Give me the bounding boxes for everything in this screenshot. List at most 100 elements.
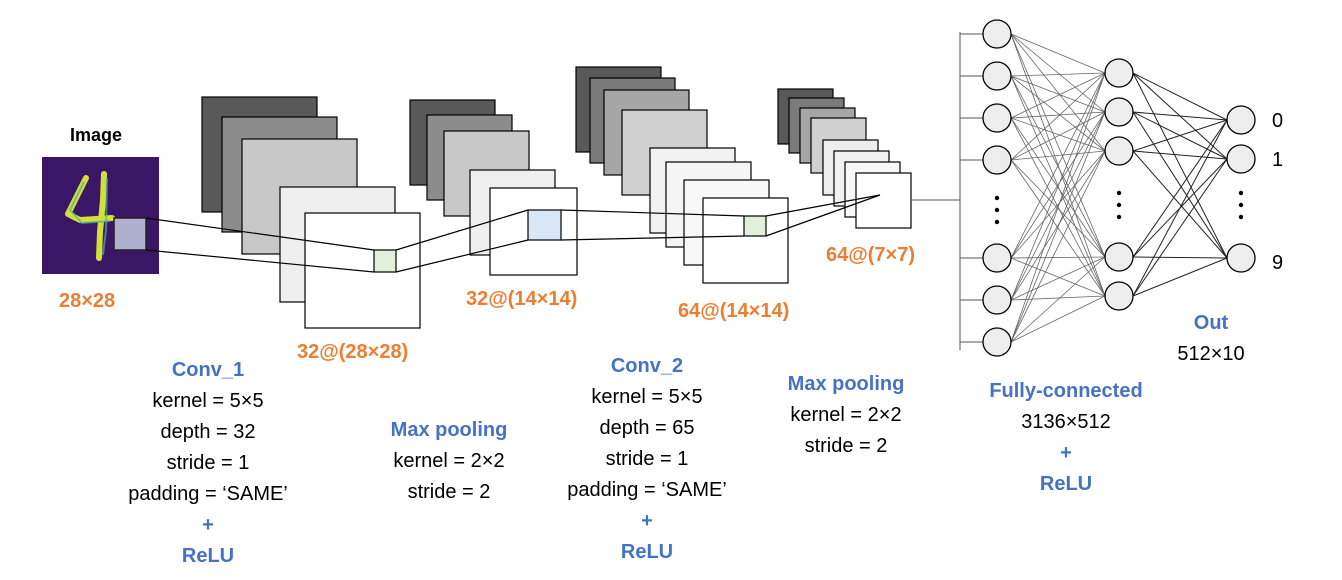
out-shape: 512×10 (1177, 343, 1245, 365)
output-label-0: 0 (1272, 110, 1284, 132)
pool2-description: Max pooling kernel = 2×2 stride = 2 (788, 369, 905, 462)
fc-edge (1010, 150, 1106, 161)
fc-edge (1132, 72, 1228, 259)
ellipsis-dot (1238, 202, 1244, 208)
fc-edge (1010, 33, 1106, 113)
fc-title: Fully-connected (989, 380, 1143, 402)
fc-hidden-neuron (1104, 242, 1134, 272)
pool2-feature-stack (777, 88, 912, 229)
conv2-kernel: kernel = 5×5 (591, 386, 703, 408)
fc-input-neuron (982, 285, 1012, 315)
pool1-description: Max pooling kernel = 2×2 stride = 2 (391, 415, 508, 508)
fc-edge (1132, 257, 1228, 297)
conv1-plus: + (202, 514, 214, 536)
fc-edge (1132, 119, 1228, 258)
pool2-title: Max pooling (787, 373, 905, 395)
pool2-stride: stride = 2 (804, 435, 888, 457)
conv1-feature-stack (201, 96, 421, 329)
pool1-kernel: kernel = 2×2 (393, 450, 505, 472)
fc-edge (1010, 75, 1106, 258)
fc-input-neuron (982, 145, 1012, 175)
conv1-activation: ReLU (181, 545, 235, 567)
conv1-stride: stride = 1 (166, 452, 250, 474)
pool2-output-label: 64@(7×7) (826, 244, 915, 266)
receptive-field-patch (113, 217, 147, 251)
conv1-patch (373, 249, 397, 273)
fc-edge (1010, 257, 1106, 297)
conv2-padding: padding = ‘SAME’ (567, 479, 727, 501)
fc-edge (1010, 111, 1106, 343)
ellipsis-dot (1116, 202, 1122, 208)
ellipsis-dot (1116, 190, 1122, 196)
fc-edge (1010, 72, 1106, 77)
out-description: Out 512×10 (1177, 308, 1244, 370)
fc-edge (1132, 111, 1228, 259)
fc-edge (1010, 72, 1106, 161)
fc-plus: + (1060, 442, 1072, 464)
fc-input-neuron (982, 327, 1012, 357)
fc-edge (1010, 75, 1106, 113)
pool1-title: Max pooling (390, 419, 508, 441)
conv2-title: Conv_2 (610, 355, 684, 377)
fc-hidden-neuron (1104, 58, 1134, 88)
fc-input-neuron (982, 61, 1012, 91)
conv1-description: Conv_1 kernel = 5×5 depth = 32 stride = … (128, 355, 288, 572)
input-image-title: Image (70, 125, 123, 145)
output-neuron (1226, 105, 1256, 135)
conv2-plus: + (641, 510, 653, 532)
input-image (42, 157, 159, 274)
output-label-9: 9 (1272, 252, 1284, 274)
output-neuron (1226, 144, 1256, 174)
fc-edge (1132, 119, 1228, 297)
fc-edge (1010, 72, 1106, 343)
fc-edge (1132, 256, 1228, 259)
fc-edge (1010, 150, 1106, 259)
pool1-patch (527, 209, 562, 241)
conv2-output-label: 64@(14×14) (678, 300, 790, 322)
fc-edge (1132, 119, 1228, 152)
ellipsis-dot (1238, 214, 1244, 220)
fc-edge (1132, 158, 1228, 297)
fc-input-neuron (982, 19, 1012, 49)
conv1-output-label: 32@(28×28) (297, 341, 409, 363)
fc-edge (1010, 111, 1106, 259)
fc-description: Fully-connected 3136×512 + ReLU (989, 376, 1142, 500)
ellipsis-dot (1238, 190, 1244, 196)
conv2-description: Conv_2 kernel = 5×5 depth = 65 stride = … (567, 351, 727, 568)
out-title: Out (1193, 312, 1229, 334)
fc-edge (1010, 72, 1106, 119)
fc-hidden-neuron (1104, 281, 1134, 311)
pool2-kernel: kernel = 2×2 (790, 404, 902, 426)
ellipsis-dot (994, 195, 1000, 201)
conv2-activation: ReLU (620, 541, 674, 563)
conv2-stride: stride = 1 (605, 448, 689, 470)
fc-edge (1010, 111, 1106, 301)
conv1-depth: depth = 32 (160, 421, 256, 443)
fc-edge (1132, 150, 1228, 160)
pool1-output-label: 32@(14×14) (466, 288, 578, 310)
fc-edge (1010, 111, 1106, 119)
fc-edge (1010, 111, 1106, 161)
conv1-title: Conv_1 (171, 359, 245, 381)
fc-edge (1010, 150, 1106, 301)
fc-edge (1132, 72, 1228, 121)
fc-edge (1010, 150, 1106, 343)
fc-edge (1010, 33, 1106, 258)
fc-activation: ReLU (1039, 473, 1093, 495)
pool1-feature-stack (409, 99, 578, 276)
fc-edges (960, 33, 1228, 343)
fc-input-neuron (982, 243, 1012, 273)
fc-edge (1010, 256, 1106, 301)
fc-edge (1010, 72, 1106, 301)
fc-edge (1010, 256, 1106, 343)
fc-input-neuron (982, 103, 1012, 133)
fc-hidden-neuron (1104, 136, 1134, 166)
conv2-depth: depth = 65 (599, 417, 695, 439)
fc-edge (1010, 295, 1106, 343)
fc-edge (1010, 33, 1106, 152)
conv1-padding: padding = ‘SAME’ (128, 483, 288, 505)
pool1-stride: stride = 2 (407, 481, 491, 503)
conv2-patch (743, 215, 767, 237)
